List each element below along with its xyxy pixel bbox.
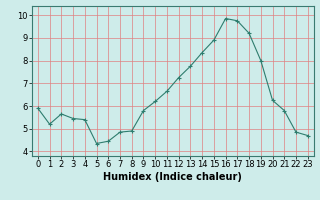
X-axis label: Humidex (Indice chaleur): Humidex (Indice chaleur)	[103, 172, 242, 182]
